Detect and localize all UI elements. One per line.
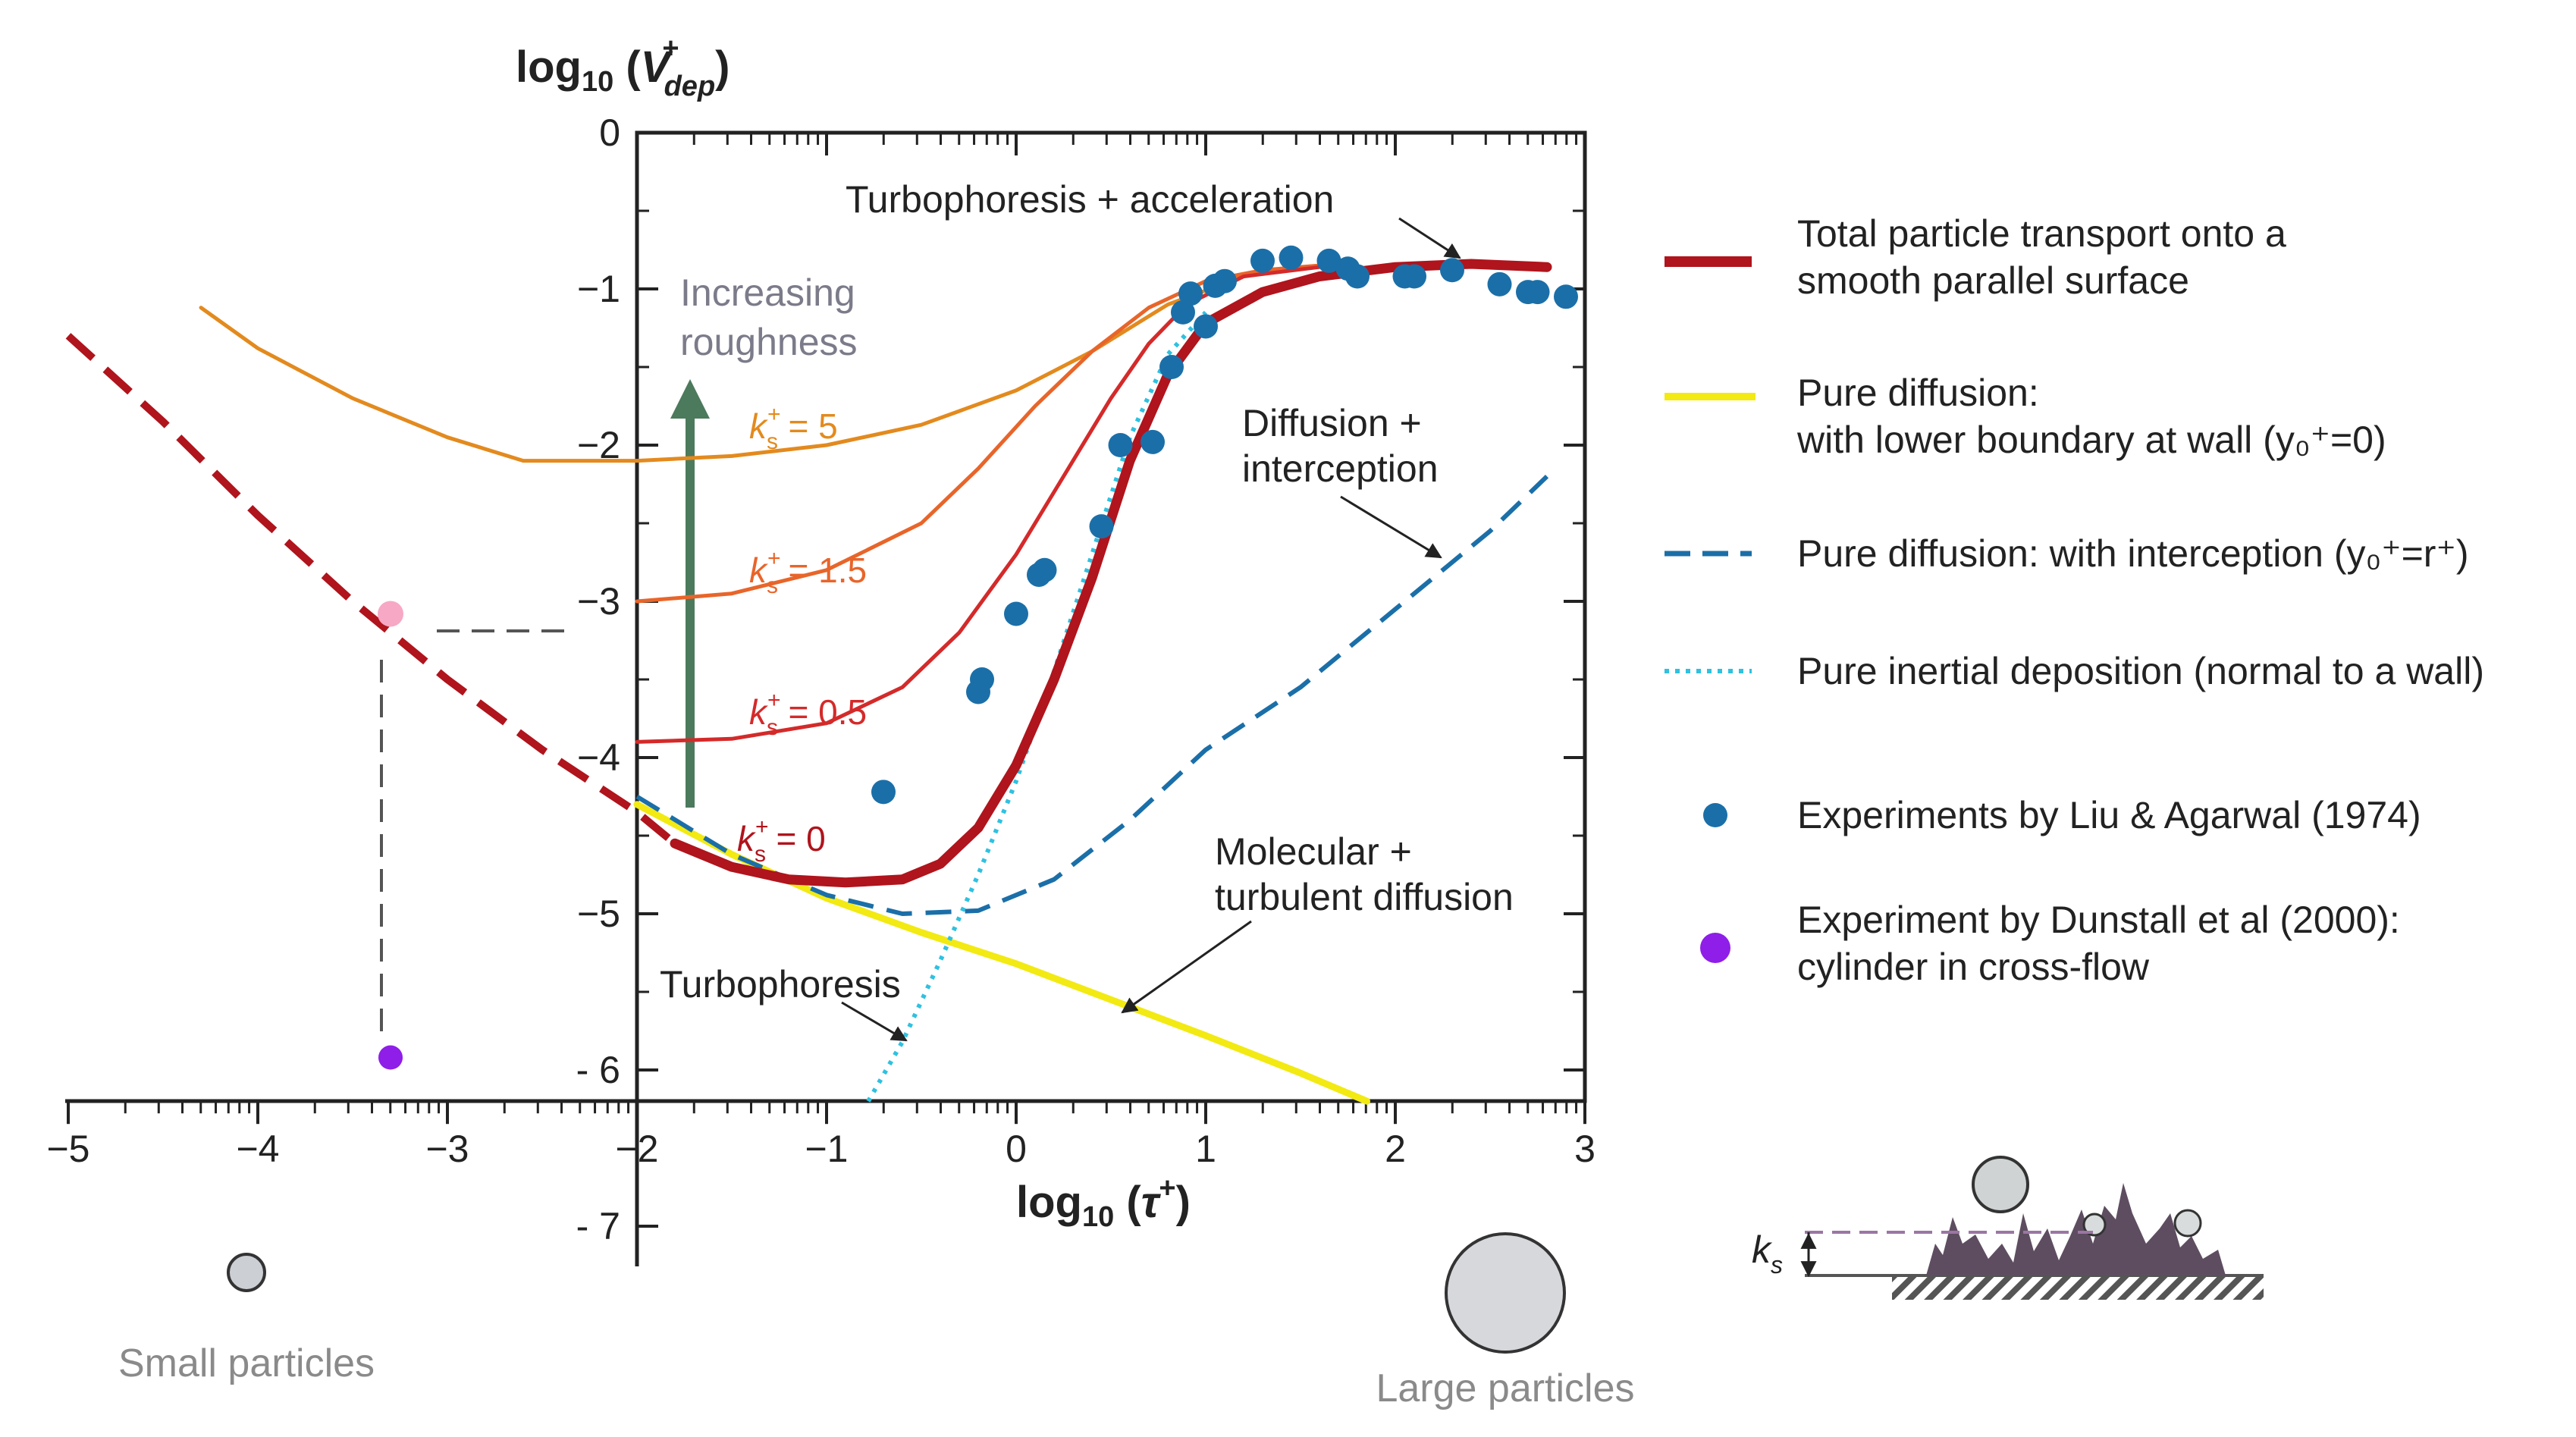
axis-ticks [67, 131, 1586, 1228]
y-tick-label: −3 [577, 580, 620, 623]
series-2 [199, 263, 1322, 463]
legend-swatch [1700, 933, 1730, 963]
legend-item-exp_dunstall: Experiment by Dunstall et al (2000): cyli… [1700, 899, 2400, 988]
liu-agarwal-point [1525, 280, 1550, 305]
legend-label: Pure diffusion: [1797, 372, 2039, 414]
x-tick-label: −1 [805, 1128, 848, 1170]
annotation-arrow-molecular-turbulent [1121, 920, 1252, 1014]
liu-agarwal-point [1279, 245, 1304, 270]
large-particle-icon [1445, 1232, 1566, 1354]
series-0 [670, 259, 1552, 888]
legend-item-inertial: Pure inertial deposition (normal to a wa… [1665, 650, 2484, 692]
legend-item-exp_liu: Experiments by Liu & Agarwal (1974) [1703, 794, 2421, 836]
y-tick-label: 0 [599, 111, 620, 154]
ks-symbol-label: ks [1752, 1228, 1783, 1279]
plot-frame [635, 130, 1587, 1103]
liu-agarwal-point [1004, 601, 1028, 626]
liu-agarwal-point [1089, 514, 1114, 539]
annotation-diffusion-interception-2: interception [1242, 447, 1439, 490]
x-tick-label: −4 [236, 1128, 279, 1170]
legend-label: Pure inertial deposition (normal to a wa… [1797, 650, 2484, 692]
legend-label: Total particle transport onto a [1797, 212, 2286, 255]
x-tick-label: 1 [1195, 1128, 1216, 1170]
svg-text:ks+= 0.5: ks+ = 0.5 [749, 688, 867, 740]
x-tick-label: −5 [46, 1128, 89, 1170]
liu-agarwal-point [871, 780, 896, 805]
rough-surface-icon [1800, 1156, 2264, 1300]
liu-agarwal-point [1554, 284, 1578, 309]
liu-agarwal-point [1487, 271, 1512, 296]
series-7 [635, 475, 1549, 916]
ks-label-5: ks+ = 5 [749, 402, 838, 454]
roughness-arrowhead [670, 379, 710, 419]
y-tick-label: - 6 [576, 1049, 620, 1091]
legend-label-line2: smooth parallel surface [1797, 259, 2189, 302]
legend-label: Experiment by Dunstall et al (2000): [1797, 899, 2400, 941]
large-particles-label: Large particles [1376, 1366, 1634, 1410]
ks-label-0: ks+ = 0 [737, 814, 826, 867]
liu-agarwal-point [1213, 268, 1237, 293]
legend-label: Experiments by Liu & Agarwal (1974) [1797, 794, 2421, 836]
y-tick-label: - 7 [576, 1205, 620, 1247]
annotation-arrow-turbo-accel [1398, 217, 1461, 259]
y-axis-label: log10 (V+ dep) [516, 33, 730, 102]
liu-agarwal-point [1032, 557, 1057, 582]
svg-text:ks+= 0: ks+ = 0 [737, 814, 826, 867]
annotation-arrow-turbophoresis [841, 1001, 908, 1042]
annotation-molecular-turbulent-1: Molecular + [1215, 830, 1412, 873]
liu-agarwal-point [1194, 314, 1218, 339]
liu-agarwal-point [1141, 429, 1165, 454]
liu-agarwal-point [1345, 264, 1370, 289]
legend-label: Pure diffusion: with interception (y₀⁺=r… [1797, 532, 2469, 575]
liu-agarwal-point [1440, 258, 1464, 283]
small-particle-icon [227, 1253, 266, 1292]
ks-label-1.5: ks+ = 1.5 [749, 546, 867, 598]
annotation-diffusion-interception-1: Diffusion + [1242, 402, 1422, 444]
svg-text:ks+= 1.5: ks+ = 1.5 [749, 546, 867, 598]
legend-item-interception: Pure diffusion: with interception (y₀⁺=r… [1665, 532, 2469, 575]
x-axis-label: log10 (τ+) [1016, 1172, 1191, 1233]
annotation-turbophoresis: Turbophoresis [660, 963, 901, 1006]
liu-agarwal-point [1402, 264, 1426, 289]
y-tick-label: −5 [577, 893, 620, 935]
y-tick-label: −1 [577, 268, 620, 310]
x-tick-label: 2 [1385, 1128, 1406, 1170]
annotation-arrow-diffusion-interception [1340, 495, 1442, 559]
liu-agarwal-point [1171, 300, 1195, 325]
roughness-note-line2: roughness [680, 321, 858, 363]
liu-agarwal-point [1250, 248, 1275, 273]
y-tick-label: −4 [577, 736, 620, 779]
annotation-turbophoresis-acceleration: Turbophoresis + acceleration [846, 178, 1334, 221]
roughness-note-line1: Increasing [680, 271, 855, 314]
x-tick-label: −2 [615, 1128, 658, 1170]
annotation-molecular-turbulent-2: turbulent diffusion [1215, 876, 1514, 918]
x-tick-label: 3 [1574, 1128, 1595, 1170]
svg-text:ks+= 5: ks+ = 5 [749, 402, 838, 454]
liu-agarwal-point [1316, 248, 1341, 273]
dunstall-point [378, 1045, 403, 1070]
legend-label-line2: cylinder in cross-flow [1797, 946, 2150, 988]
axis-tick-labels: −5 −4 −3 −2 −1 0 1 2 30−1−2−3−4−5- 6- 7 [46, 111, 1595, 1247]
liu-agarwal-point [970, 667, 994, 692]
legend-item-diffusion: Pure diffusion: with lower boundary at wa… [1665, 372, 2386, 461]
legend-swatch [1703, 803, 1727, 827]
x-tick-label: −3 [425, 1128, 469, 1170]
liu-agarwal-point [1178, 281, 1203, 306]
liu-agarwal-point [1159, 355, 1184, 379]
liu-agarwal-point [1108, 433, 1133, 457]
legend-label-line2: with lower boundary at wall (y₀⁺=0) [1796, 419, 2386, 461]
ks-label-0.5: ks+ = 0.5 [749, 688, 867, 740]
small-particles-label: Small particles [118, 1341, 375, 1385]
x-tick-label: 0 [1006, 1128, 1027, 1170]
pink-reference-point [378, 601, 403, 627]
series-1 [65, 333, 678, 847]
chart-points [378, 245, 1578, 1070]
